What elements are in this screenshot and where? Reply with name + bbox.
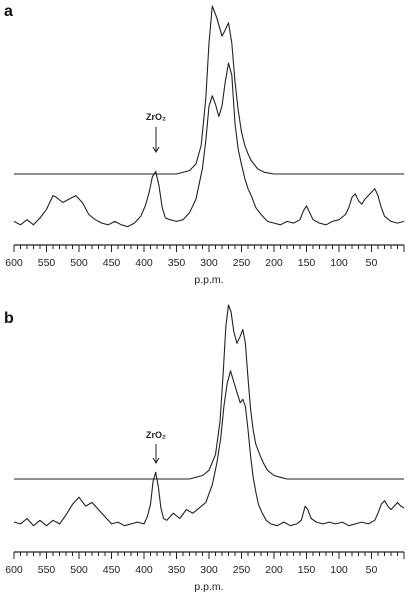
experimental-trace-a xyxy=(13,62,405,228)
panel-label-a: a xyxy=(4,3,13,20)
tick-label-a: 200 xyxy=(265,257,283,269)
tick-label-a: 50 xyxy=(366,257,378,269)
experimental-trace-b xyxy=(13,370,405,527)
tick-label-b: 350 xyxy=(168,564,186,576)
tick-label-a: 350 xyxy=(168,257,186,269)
tick-label-a: 100 xyxy=(330,257,348,269)
tick-label-b: 600 xyxy=(5,564,23,576)
annotation-arrowhead-a xyxy=(152,146,160,153)
tick-label-b: 450 xyxy=(103,564,121,576)
tick-label-b: 100 xyxy=(330,564,348,576)
tick-label-a: 550 xyxy=(38,257,56,269)
tick-label-b: 400 xyxy=(135,564,153,576)
tick-label-b: 150 xyxy=(298,564,316,576)
tick-label-b: 550 xyxy=(38,564,56,576)
tick-label-a: 400 xyxy=(135,257,153,269)
zro2-annotation-a: ZrO₂ xyxy=(146,112,166,122)
tick-label-a: 300 xyxy=(200,257,218,269)
simulated-trace-a xyxy=(14,5,404,175)
tick-label-a: 500 xyxy=(70,257,88,269)
x-axis-title-b: p.p.m. xyxy=(194,581,223,593)
tick-label-a: 450 xyxy=(103,257,121,269)
x-axis-title-a: p.p.m. xyxy=(194,274,223,286)
tick-label-b: 50 xyxy=(366,564,378,576)
tick-label-a: 250 xyxy=(233,257,251,269)
panel-label-b: b xyxy=(4,310,14,327)
tick-label-b: 250 xyxy=(233,564,251,576)
tick-label-b: 500 xyxy=(70,564,88,576)
tick-label-b: 200 xyxy=(265,564,283,576)
tick-label-b: 300 xyxy=(200,564,218,576)
simulated-trace-b xyxy=(14,304,404,480)
tick-label-a: 600 xyxy=(5,257,23,269)
zro2-annotation-b: ZrO₂ xyxy=(146,430,166,440)
tick-label-a: 150 xyxy=(298,257,316,269)
annotation-arrowhead-b xyxy=(152,457,160,464)
